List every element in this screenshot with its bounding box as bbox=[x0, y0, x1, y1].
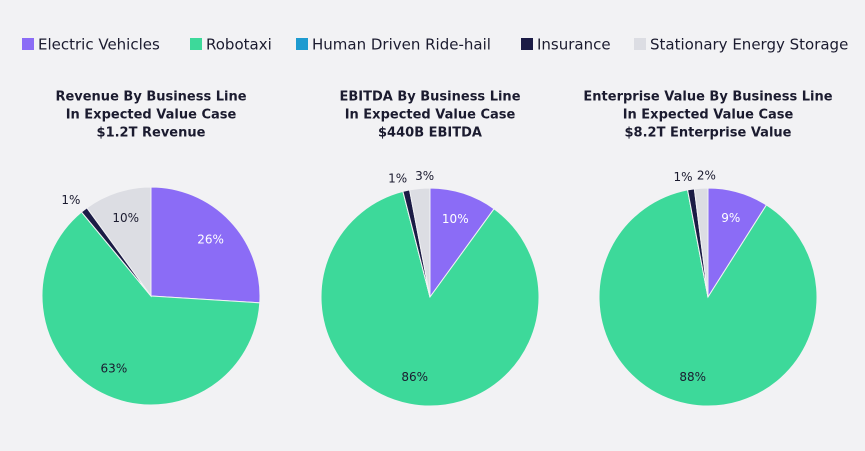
pie-slice bbox=[41, 211, 261, 406]
data-label: 1% bbox=[61, 193, 80, 207]
data-label: 10% bbox=[112, 211, 139, 225]
pie-slice bbox=[86, 186, 152, 298]
chart-title: Enterprise Value By Business Line bbox=[583, 90, 832, 105]
legend-label: Human Driven Ride-hail bbox=[312, 36, 491, 54]
legend-swatch bbox=[296, 38, 308, 50]
legend-label: Insurance bbox=[537, 36, 611, 54]
pie-slice bbox=[693, 187, 709, 298]
chart-subtitle: In Expected Value Case bbox=[66, 108, 237, 123]
legend-label: Robotaxi bbox=[206, 36, 272, 54]
chart-caption: $1.2T Revenue bbox=[97, 126, 206, 141]
data-label: 88% bbox=[679, 370, 706, 384]
pie-slice bbox=[408, 187, 431, 298]
pie-slice bbox=[150, 186, 261, 304]
legend-label: Stationary Energy Storage bbox=[650, 36, 848, 54]
chart-subtitle: In Expected Value Case bbox=[345, 108, 516, 123]
chart-subtitle: In Expected Value Case bbox=[623, 108, 794, 123]
data-label: 2% bbox=[697, 169, 716, 183]
legend-label: Electric Vehicles bbox=[38, 36, 160, 54]
chart-caption: $440B EBITDA bbox=[378, 126, 482, 141]
legend-swatch bbox=[190, 38, 202, 50]
data-label: 63% bbox=[101, 361, 128, 375]
data-label: 1% bbox=[674, 170, 693, 184]
data-label: 10% bbox=[442, 212, 469, 226]
chart-title: Revenue By Business Line bbox=[55, 90, 246, 105]
data-label: 9% bbox=[721, 211, 740, 225]
pie-slice bbox=[598, 189, 818, 407]
data-label: 3% bbox=[415, 169, 434, 183]
data-label: 86% bbox=[401, 370, 428, 384]
legend-swatch bbox=[521, 38, 533, 50]
pie-slice bbox=[320, 190, 540, 407]
data-label: 1% bbox=[388, 171, 407, 185]
chart-title: EBITDA By Business Line bbox=[339, 90, 520, 105]
data-label: 26% bbox=[197, 233, 224, 247]
legend-swatch bbox=[634, 38, 646, 50]
chart-caption: $8.2T Enterprise Value bbox=[625, 126, 792, 141]
legend-swatch bbox=[22, 38, 34, 50]
